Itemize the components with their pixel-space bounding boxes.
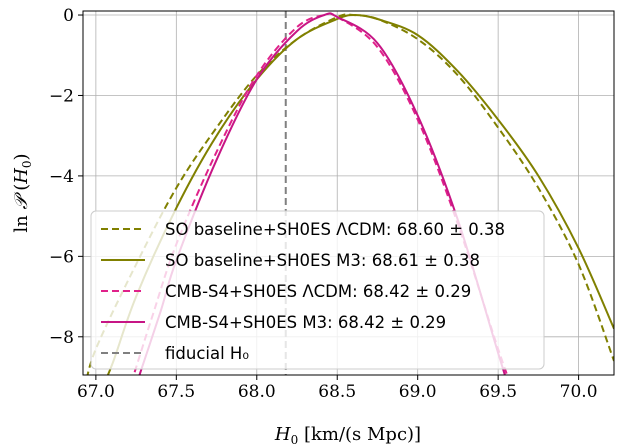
x-tick-label: 68.5: [318, 382, 356, 402]
x-tick-label: 68.0: [238, 382, 276, 402]
legend-box: [90, 210, 545, 370]
x-tick-label: 67.5: [157, 382, 195, 402]
legend: SO baseline+SH0ES ΛCDM: 68.60 ± 0.38 SO b…: [90, 210, 545, 370]
plot-frame: [82, 10, 615, 376]
legend-label: SO baseline+SH0ES ΛCDM: 68.60 ± 0.38: [165, 220, 505, 239]
y-tick-label: −8: [49, 328, 74, 348]
ticks: 67.0 67.5 68.0 68.5 69.0 69.5 70.0 0 −2 −4 −6 −8: [49, 6, 598, 402]
legend-label: SO baseline+SH0ES M3: 68.61 ± 0.38: [165, 251, 480, 270]
legend-label: CMB-S4+SH0ES ΛCDM: 68.42 ± 0.29: [165, 282, 471, 301]
y-tick-label: 0: [63, 6, 74, 26]
x-tick-label: 69.0: [399, 382, 437, 402]
y-tick-label: −4: [49, 167, 74, 187]
y-tick-label: −6: [49, 247, 74, 267]
y-axis-label: ln 𝒫 (H0): [11, 153, 34, 232]
series-line-1: [86, 13, 614, 375]
x-tick-label: 69.5: [479, 382, 517, 402]
legend-label: fiducial H₀: [165, 344, 249, 363]
legend-label: CMB-S4+SH0ES M3: 68.42 ± 0.29: [165, 313, 446, 332]
y-tick-label: −2: [49, 86, 74, 106]
x-axis-label: H0 [km/(s Mpc)]: [274, 424, 421, 446]
x-tick-label: 70.0: [560, 382, 598, 402]
x-tick-label: 67.0: [77, 382, 115, 402]
